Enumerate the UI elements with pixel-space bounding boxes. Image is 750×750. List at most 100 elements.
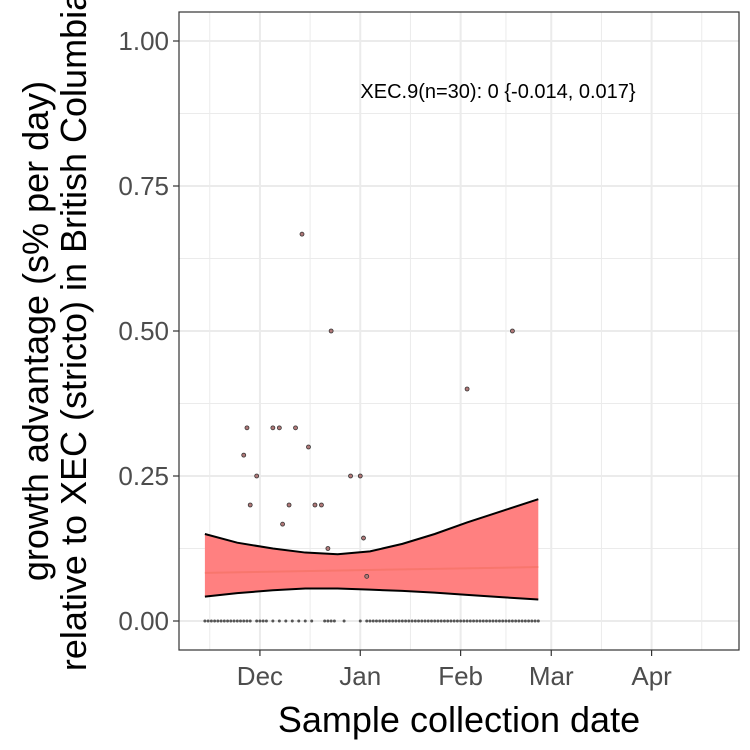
data-point	[244, 425, 250, 431]
data-point-zero	[452, 619, 456, 623]
data-point-zero	[491, 619, 495, 623]
data-point-zero	[297, 619, 301, 623]
data-point	[325, 546, 331, 551]
data-point-zero	[229, 619, 233, 623]
data-point-zero	[239, 619, 243, 623]
data-point-zero	[420, 619, 424, 623]
data-point-zero	[462, 619, 466, 623]
data-point-zero	[510, 619, 514, 623]
data-point-zero	[235, 619, 239, 623]
data-point-zero	[485, 619, 489, 623]
data-point-zero	[514, 619, 518, 623]
data-point-zero	[426, 619, 430, 623]
x-tick-label: Dec	[237, 661, 283, 691]
data-point-zero	[261, 619, 265, 623]
data-point-zero	[410, 619, 414, 623]
y-axis-title-line2: relative to XEC (stricto) in British Col…	[53, 0, 94, 671]
data-point-zero	[481, 619, 485, 623]
data-point	[348, 473, 353, 479]
annotation-text: XEC.9(n=30): 0 {-0.014, 0.017}	[360, 81, 636, 103]
data-point-zero	[368, 619, 372, 623]
fit-line	[204, 566, 539, 574]
y-tick-label: 0.50	[118, 316, 169, 346]
data-point	[247, 502, 253, 508]
data-point	[357, 473, 363, 479]
y-tick-label: 0.00	[118, 606, 169, 636]
data-point-zero	[216, 619, 220, 623]
data-point-zero	[497, 619, 501, 623]
data-point-zero	[439, 619, 443, 623]
data-point	[254, 473, 260, 479]
data-point-zero	[381, 619, 385, 623]
data-point-zero	[504, 619, 508, 623]
x-axis-title: Sample collection date	[278, 699, 640, 740]
data-point	[464, 386, 470, 392]
x-tick-label: Apr	[631, 661, 672, 691]
data-point-zero	[442, 619, 446, 623]
data-point-zero	[533, 619, 537, 623]
data-point-zero	[222, 619, 226, 623]
data-point	[280, 521, 285, 527]
data-point-zero	[530, 619, 534, 623]
data-point-zero	[446, 619, 450, 623]
data-point-zero	[478, 619, 482, 623]
y-tick-label: 0.75	[118, 171, 169, 201]
data-point-zero	[488, 619, 492, 623]
data-point-zero	[365, 619, 369, 623]
data-point-zero	[417, 619, 421, 623]
data-point-zero	[255, 619, 259, 623]
data-point	[510, 328, 515, 334]
data-points	[203, 231, 540, 623]
data-point	[299, 231, 305, 237]
data-point-zero	[271, 619, 275, 623]
data-point	[361, 535, 366, 541]
axis-ticks: Dec Jan Feb Mar Apr 0.00 0.25 0.50 0.75 1.00	[118, 26, 672, 691]
data-point-zero	[465, 619, 469, 623]
data-point-zero	[332, 619, 336, 623]
data-point-zero	[245, 619, 249, 623]
data-point	[270, 425, 276, 431]
data-point	[328, 328, 334, 334]
data-point-zero	[264, 619, 268, 623]
data-point-zero	[394, 619, 398, 623]
data-point	[319, 502, 324, 508]
data-point-zero	[387, 619, 391, 623]
data-point-zero	[400, 619, 404, 623]
data-point-zero	[203, 619, 207, 623]
data-point-zero	[413, 619, 417, 623]
data-point	[312, 502, 318, 508]
data-point-zero	[523, 619, 527, 623]
data-point-zero	[248, 619, 252, 623]
data-point-zero	[242, 619, 246, 623]
data-point-zero	[323, 619, 327, 623]
data-point-zero	[455, 619, 459, 623]
data-point-zero	[209, 619, 213, 623]
data-point-zero	[258, 619, 262, 623]
data-point-zero	[342, 619, 346, 623]
data-point-zero	[404, 619, 408, 623]
confidence-lower-bound	[204, 587, 539, 601]
data-point-zero	[384, 619, 388, 623]
data-point-zero	[326, 619, 330, 623]
data-point-zero	[374, 619, 378, 623]
data-point-zero	[517, 619, 521, 623]
data-point-zero	[284, 619, 288, 623]
x-tick-label: Jan	[339, 661, 381, 691]
data-point	[364, 573, 370, 579]
data-point	[293, 425, 298, 431]
data-point	[306, 444, 311, 450]
data-point	[286, 502, 292, 508]
data-point-zero	[277, 619, 281, 623]
data-point-zero	[206, 619, 210, 623]
y-tick-label: 0.25	[118, 461, 169, 491]
data-point-zero	[391, 619, 395, 623]
data-point-zero	[436, 619, 440, 623]
data-point	[241, 452, 247, 458]
fit-line-group	[204, 566, 539, 574]
data-point-zero	[371, 619, 375, 623]
data-point-zero	[397, 619, 401, 623]
data-point-zero	[494, 619, 498, 623]
data-point-zero	[329, 619, 333, 623]
data-point-zero	[507, 619, 511, 623]
